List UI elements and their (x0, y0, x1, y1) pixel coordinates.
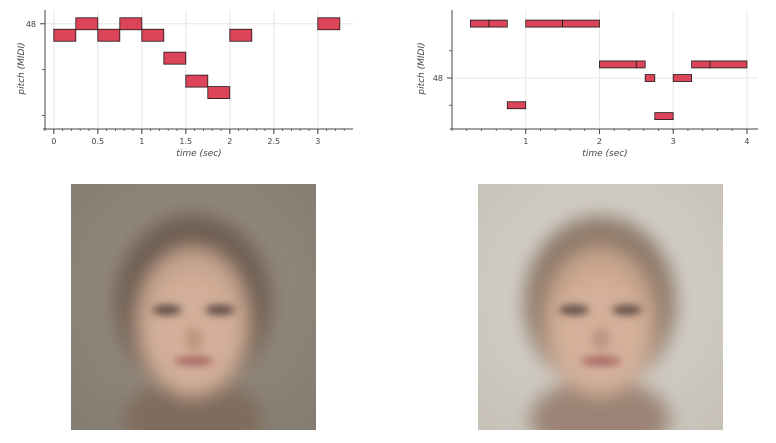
note-4 (525, 19, 564, 28)
piano-roll-chart-right: 1 2 3 4 48 time (sec) pitch (MIDI) (417, 10, 758, 159)
x-tick-label: 2 (227, 137, 232, 146)
note-rectangles (470, 19, 748, 121)
y-axis-label: pitch (MIDI) (417, 42, 427, 95)
x-axis-label: time (sec) (176, 149, 221, 159)
note-8 (644, 74, 656, 82)
note-6 (163, 51, 187, 65)
x-tick-label: 3 (315, 137, 320, 146)
note-10 (317, 17, 341, 31)
x-tick-label: 0.5 (91, 137, 104, 146)
x-tick-label: 1 (139, 137, 144, 146)
x-tick-label: 4 (744, 137, 749, 146)
x-tick-label: 2.5 (267, 137, 280, 146)
note-2 (75, 17, 99, 31)
y-axis-label: pitch (MIDI) (17, 42, 27, 95)
note-12 (709, 60, 748, 69)
average-face-image-dark (71, 184, 316, 430)
note-1 (53, 28, 77, 42)
average-face-image-light (478, 184, 723, 430)
note-8 (207, 86, 231, 99)
y-tick-label: 48 (26, 20, 36, 29)
note-9 (654, 112, 674, 121)
note-7 (185, 74, 209, 88)
note-10 (672, 74, 693, 82)
note-11 (691, 60, 711, 69)
note-2 (488, 19, 508, 28)
x-tick-label: 0 (51, 137, 56, 146)
x-tick-label: 1 (523, 137, 528, 146)
note-5 (141, 28, 165, 42)
x-tick-label: 2 (597, 137, 602, 146)
note-9 (229, 28, 253, 42)
note-4 (119, 17, 143, 31)
y-tick-label: 48 (433, 74, 443, 83)
note-rectangles (53, 17, 341, 99)
note-3 (97, 28, 121, 42)
x-tick-label: 1.5 (179, 137, 192, 146)
note-7 (635, 60, 646, 69)
note-6 (599, 60, 637, 69)
note-3 (506, 101, 527, 110)
x-tick-label: 3 (671, 137, 676, 146)
x-axis-label: time (sec) (582, 149, 627, 159)
grid-lines (452, 10, 758, 127)
note-1 (470, 19, 490, 28)
piano-roll-chart-left: 0 0.5 1 1.5 2 2.5 3 48 time (sec) pitch (MIDI) (17, 10, 353, 159)
note-5 (562, 19, 600, 28)
